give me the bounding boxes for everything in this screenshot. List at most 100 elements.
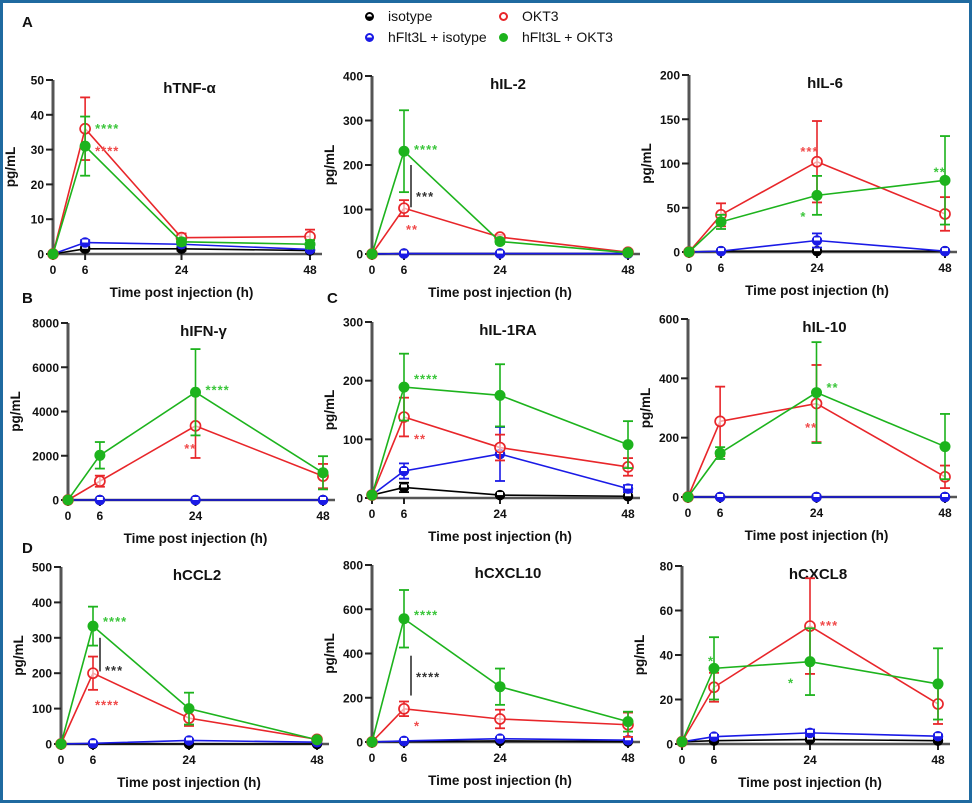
- series-hflt3l-okt3: [682, 341, 951, 503]
- series-line: [371, 149, 629, 255]
- x-tick-label: 24: [493, 751, 507, 765]
- data-point: [708, 662, 720, 674]
- data-point: [398, 702, 410, 715]
- y-axis-label: pg/mL: [322, 390, 337, 431]
- y-tick-label: 100: [343, 203, 363, 217]
- data-point-half: [807, 729, 813, 733]
- data-point: [366, 489, 378, 501]
- series-line: [371, 486, 629, 498]
- chart-panel-5: 0 200 400 600 0 6 24 48 hIL-10 Time post injectio…: [638, 313, 957, 543]
- data-point: [183, 703, 195, 715]
- x-tick-label: 6: [82, 263, 89, 277]
- data-point: [811, 189, 823, 201]
- data-point-half: [625, 493, 631, 497]
- data-point: [79, 140, 91, 152]
- half-open-circle-marker-icon: [365, 32, 374, 42]
- y-axis-label: pg/mL: [8, 391, 23, 432]
- y-tick-label: 200: [343, 691, 363, 705]
- data-point: [939, 174, 951, 186]
- y-axis-label: pg/mL: [3, 147, 18, 188]
- x-tick-label: 6: [401, 263, 408, 277]
- series-line: [681, 625, 939, 743]
- panel-label-c: C: [327, 290, 338, 307]
- significance-label: ****: [95, 697, 119, 712]
- x-tick-label: 24: [189, 509, 203, 523]
- y-tick-label: 100: [32, 702, 52, 716]
- x-tick-label: 0: [65, 509, 72, 523]
- x-axis-label: Time post injection (h): [428, 529, 572, 544]
- x-tick-label: 0: [369, 507, 376, 521]
- y-tick-label: 30: [31, 143, 45, 157]
- x-tick-label: 6: [90, 753, 97, 767]
- series-line: [67, 391, 324, 501]
- data-point-half: [401, 250, 407, 254]
- significance-label: **: [827, 380, 839, 395]
- legend-item-hflt3l-okt3: hFlt3L + OKT3: [499, 29, 613, 45]
- series-line: [688, 179, 946, 253]
- significance-label: *: [708, 653, 714, 668]
- series-line: [60, 624, 318, 745]
- data-point: [494, 681, 506, 693]
- x-axis-label: Time post injection (h): [117, 775, 261, 790]
- series-line: [60, 739, 318, 745]
- legend-label: OKT3: [522, 8, 559, 24]
- data-point: [366, 248, 378, 260]
- data-point: [939, 441, 951, 453]
- series-hflt3l-okt3: [366, 352, 634, 501]
- x-axis-label: Time post injection (h): [110, 285, 254, 300]
- series-line: [687, 402, 946, 498]
- x-tick-label: 6: [711, 753, 718, 767]
- series-hflt3l-isotype: [62, 494, 329, 506]
- series-hflt3l-okt3: [55, 605, 323, 750]
- x-tick-label: 48: [316, 509, 330, 523]
- y-tick-label: 600: [659, 313, 679, 327]
- x-axis-label: Time post injection (h): [745, 283, 889, 298]
- data-point: [47, 248, 59, 260]
- y-tick-label: 500: [32, 561, 52, 575]
- y-tick-label: 0: [356, 736, 363, 750]
- y-tick-label: 50: [31, 74, 45, 88]
- series-line: [687, 391, 946, 498]
- chart-panel-0: 0 10 20 30 40 50 0 6 24 48 hTNF-α Time post injecti…: [3, 74, 322, 300]
- significance-label: ****: [95, 144, 119, 159]
- y-tick-label: 50: [667, 201, 681, 215]
- chart-panel-1: 0 100 200 300 400 0 6 24 48 hIL-2 Time post inject…: [322, 70, 640, 300]
- x-axis-label: Time post injection (h): [428, 285, 572, 300]
- data-point: [398, 613, 410, 625]
- y-tick-label: 6000: [32, 361, 59, 375]
- data-point-half: [96, 497, 103, 500]
- series-hflt3l-isotype: [682, 491, 951, 503]
- series-okt3: [47, 96, 316, 260]
- data-point-half: [192, 497, 199, 500]
- data-point-half: [711, 733, 717, 737]
- significance-label: **: [414, 432, 426, 447]
- x-tick-label: 24: [175, 263, 189, 277]
- significance-label: ****: [414, 372, 438, 387]
- data-point: [714, 447, 726, 459]
- data-point-half: [497, 735, 503, 739]
- legend-label: isotype: [388, 8, 433, 24]
- series-hflt3l-okt3: [676, 627, 944, 748]
- series-line: [371, 737, 629, 743]
- data-point: [683, 246, 695, 258]
- x-tick-label: 6: [717, 506, 724, 520]
- y-tick-label: 200: [343, 159, 363, 173]
- x-tick-label: 0: [685, 506, 692, 520]
- y-tick-label: 0: [673, 246, 680, 260]
- y-axis-label: pg/mL: [638, 388, 653, 429]
- x-tick-label: 6: [718, 261, 725, 275]
- significance-label: ****: [95, 121, 119, 136]
- significance-label: ***: [105, 663, 123, 678]
- x-axis-label: Time post injection (h): [124, 531, 268, 546]
- significance-label: ***: [820, 618, 838, 633]
- chart-title: hCXCL8: [789, 566, 847, 583]
- series-line: [688, 239, 946, 253]
- panel-label-b: B: [22, 290, 33, 307]
- legend-item-okt3: OKT3: [499, 8, 559, 24]
- chart-panel-8: 0 20 40 60 80 0 6 24 48 hCXCL8 Time post injection…: [632, 560, 950, 790]
- legend-item-isotype: isotype: [365, 8, 432, 24]
- chart-panel-4: 0 100 200 300 0 6 24 48 hIL-1RA Time post injecti…: [322, 316, 640, 544]
- chart-panel-3: 0 2000 4000 6000 8000 0 6 24 48 hIFN-γ Time post i…: [8, 317, 335, 546]
- chart-title: hTNF-α: [163, 80, 216, 97]
- x-tick-label: 0: [369, 263, 376, 277]
